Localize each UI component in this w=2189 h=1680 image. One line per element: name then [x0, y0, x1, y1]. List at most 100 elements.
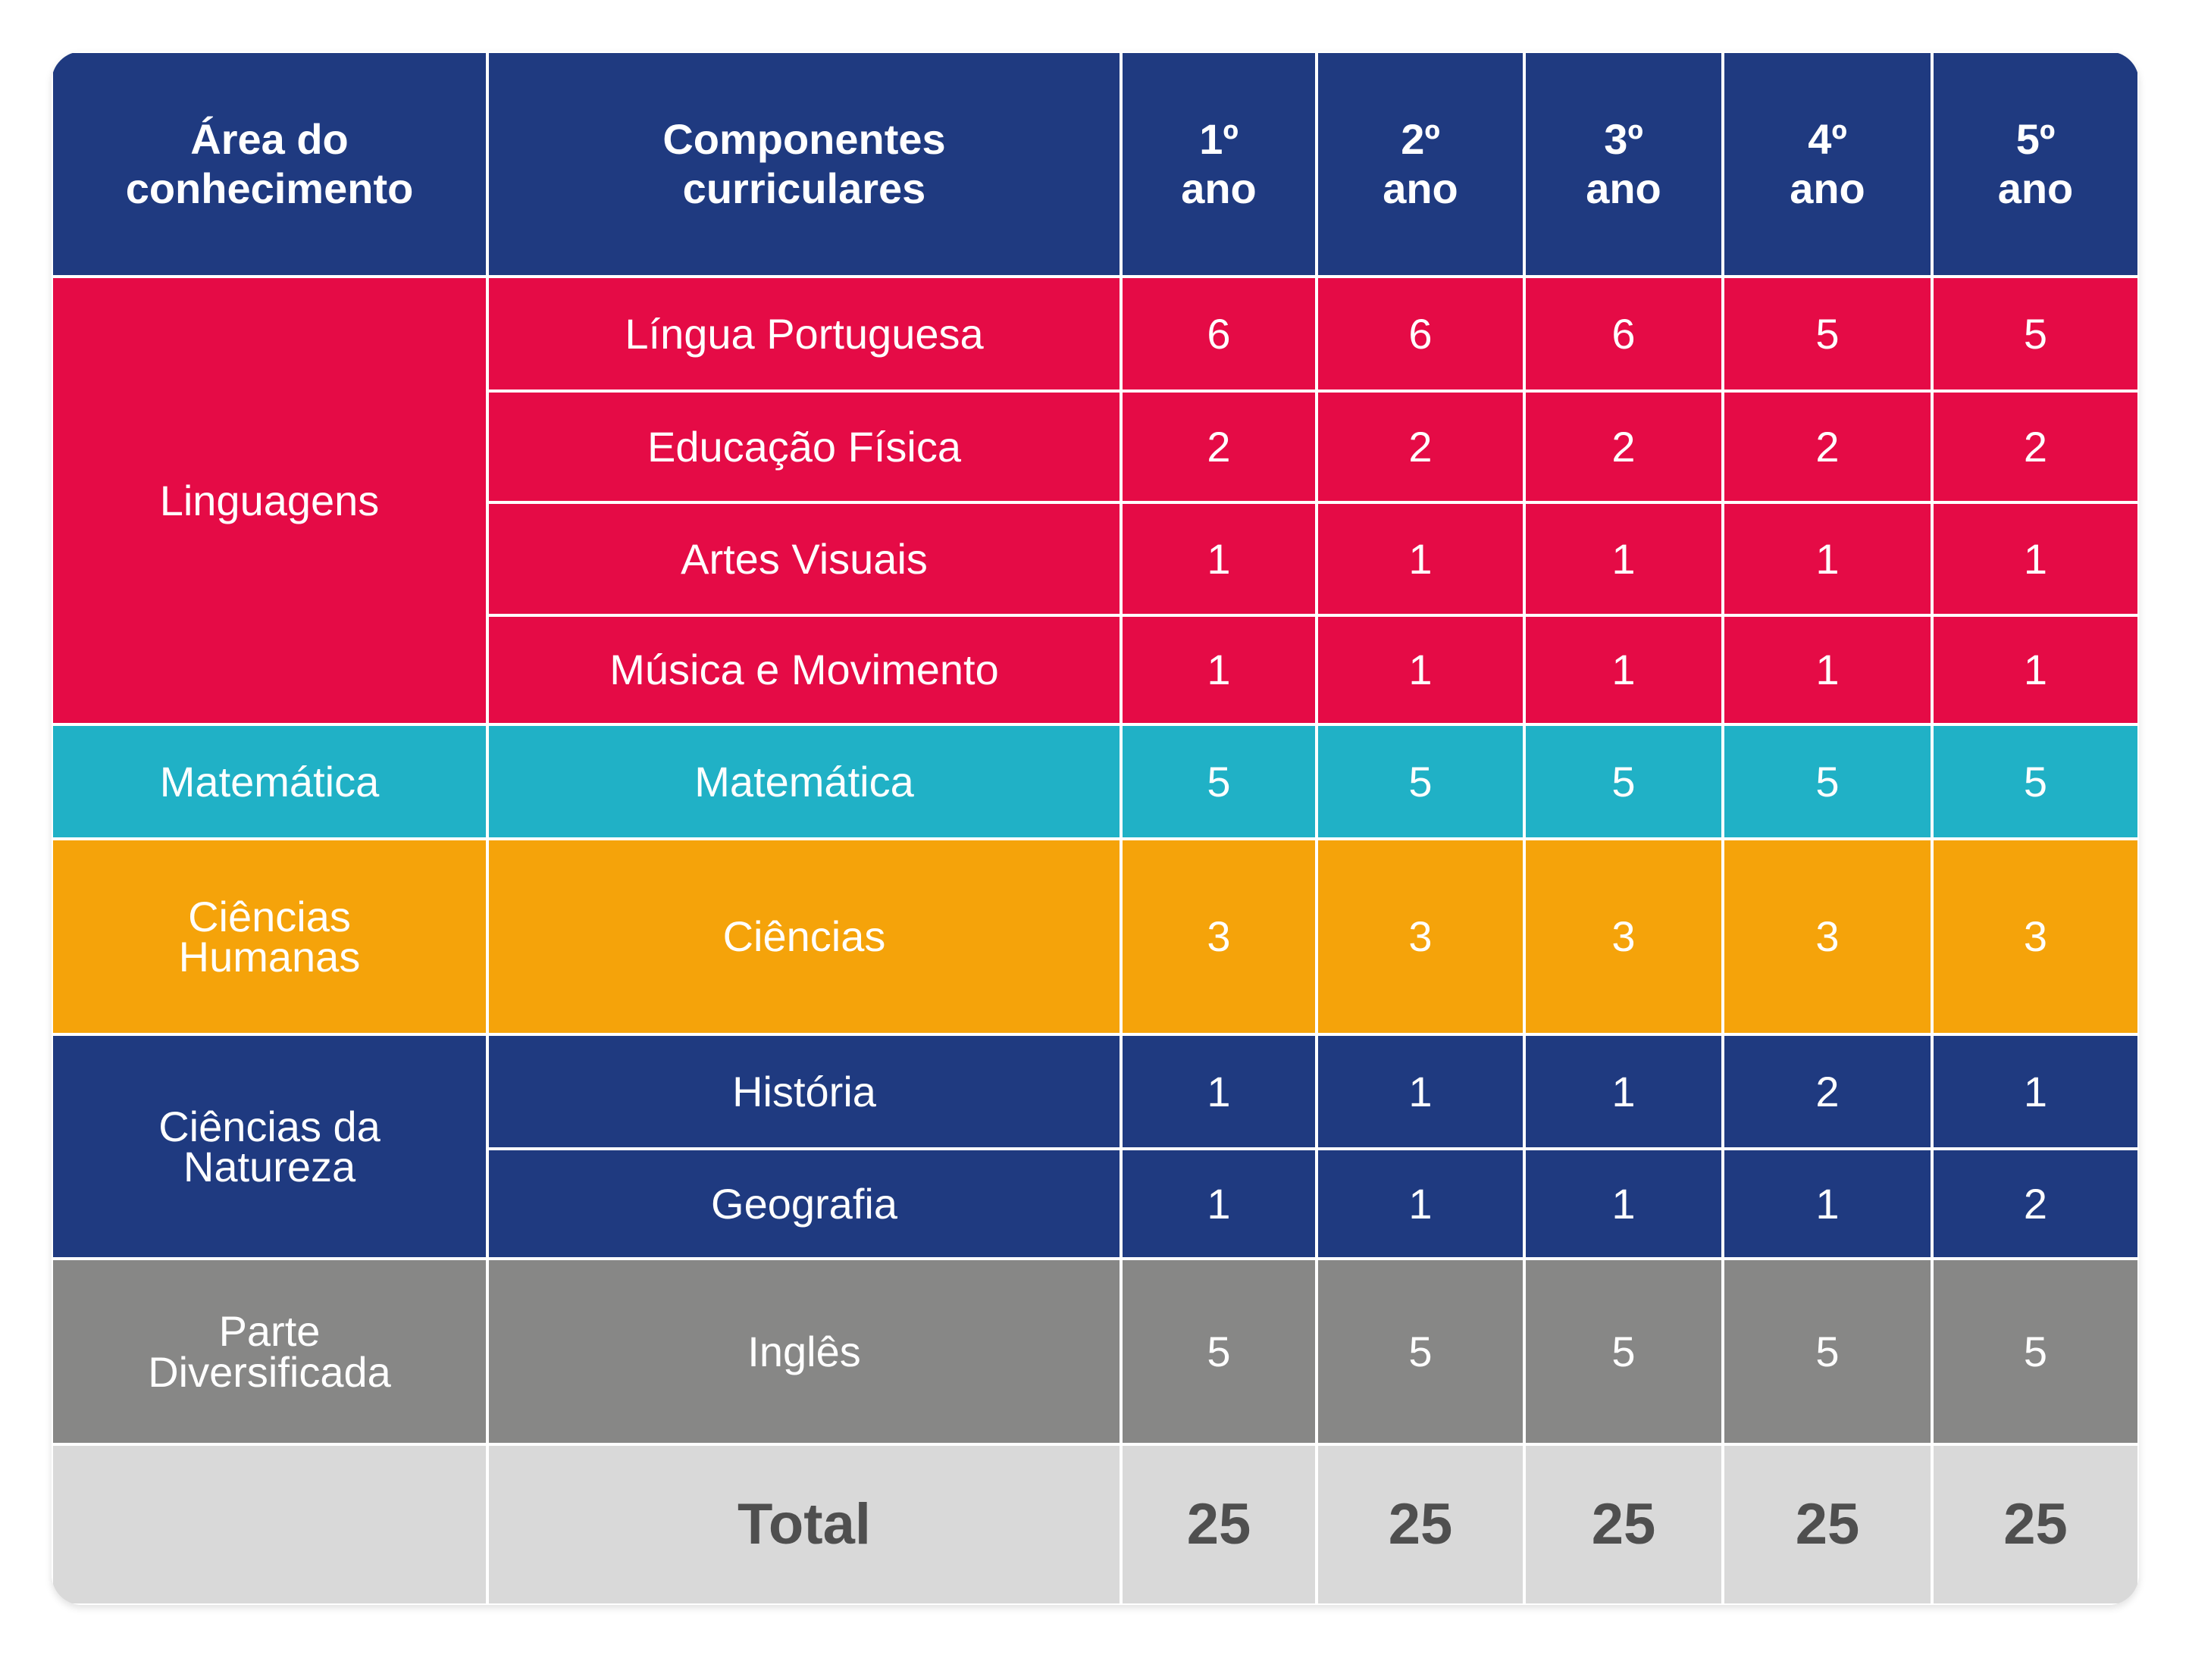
hours-cell-text: 5	[2023, 1327, 2048, 1375]
hours-cell-text: 1	[1611, 1067, 1636, 1115]
area-cell-text: Matemática	[159, 757, 380, 806]
hours-cell: 5	[1318, 726, 1523, 837]
component-cell: Artes Visuais	[489, 504, 1120, 614]
hours-cell: 2	[1318, 393, 1523, 501]
component-cell-text: Geografia	[711, 1179, 897, 1228]
hours-cell-text: 1	[1207, 1179, 1231, 1228]
header-cell-text: Componentes curriculares	[662, 115, 946, 212]
header-cell: Área do conhecimento	[53, 53, 486, 275]
header-cell: 3º ano	[1526, 53, 1721, 275]
hours-cell: 2	[1724, 1036, 1931, 1147]
hours-cell-text: 2	[1207, 422, 1231, 471]
hours-cell: 5	[1724, 1260, 1931, 1443]
hours-cell-text: 2	[1408, 422, 1433, 471]
total-value-text: 25	[1591, 1492, 1656, 1556]
header-cell-text: 2º ano	[1383, 115, 1458, 212]
hours-cell: 5	[1934, 278, 2137, 389]
hours-cell: 5	[1724, 278, 1931, 389]
total-value: 25	[1318, 1446, 1523, 1603]
hours-cell: 1	[1934, 1036, 2137, 1147]
hours-cell-text: 5	[1611, 1327, 1636, 1375]
component-cell-text: Ciências	[722, 912, 886, 960]
component-cell-text: Matemática	[694, 757, 914, 806]
hours-cell-text: 5	[1815, 1327, 1840, 1375]
hours-cell: 3	[1724, 840, 1931, 1033]
hours-cell-text: 2	[1815, 422, 1840, 471]
total-label-text: Total	[737, 1492, 871, 1556]
hours-cell-text: 3	[2023, 912, 2048, 960]
hours-cell-text: 5	[2023, 757, 2048, 806]
header-cell: 4º ano	[1724, 53, 1931, 275]
hours-cell-text: 6	[1611, 309, 1636, 358]
hours-cell-text: 6	[1207, 309, 1231, 358]
hours-cell: 3	[1934, 840, 2137, 1033]
component-cell-text: Inglês	[747, 1327, 861, 1375]
header-cell: Componentes curriculares	[489, 53, 1120, 275]
area-cell-text: Parte Diversificada	[148, 1307, 391, 1396]
hours-cell-text: 5	[1207, 757, 1231, 806]
hours-cell: 1	[1318, 617, 1523, 723]
hours-cell: 1	[1934, 504, 2137, 614]
total-value-text: 25	[1388, 1492, 1453, 1556]
component-cell: Geografia	[489, 1150, 1120, 1257]
hours-cell-text: 1	[1815, 534, 1840, 583]
header-cell: 1º ano	[1123, 53, 1315, 275]
area-cell-text: Ciências da Natureza	[158, 1102, 380, 1190]
hours-cell: 6	[1318, 278, 1523, 389]
component-cell: Matemática	[489, 726, 1120, 837]
header-cell-text: 4º ano	[1790, 115, 1865, 212]
hours-cell-text: 2	[2023, 422, 2048, 471]
hours-cell: 2	[1934, 1150, 2137, 1257]
hours-cell-text: 1	[1408, 1179, 1433, 1228]
hours-cell-text: 5	[1207, 1327, 1231, 1375]
hours-cell: 1	[1934, 617, 2137, 723]
header-cell: 5º ano	[1934, 53, 2137, 275]
hours-cell-text: 2	[1815, 1067, 1840, 1115]
hours-cell: 1	[1526, 1036, 1721, 1147]
header-cell-text: 3º ano	[1586, 115, 1661, 212]
total-value-text: 25	[2003, 1492, 2068, 1556]
hours-cell: 1	[1123, 1150, 1315, 1257]
hours-cell-text: 1	[1408, 534, 1433, 583]
hours-cell: 1	[1318, 504, 1523, 614]
hours-cell-text: 1	[1611, 646, 1636, 693]
component-cell: Ciências	[489, 840, 1120, 1033]
total-value: 25	[1934, 1446, 2137, 1603]
hours-cell: 5	[1724, 726, 1931, 837]
area-cell-text: Ciências Humanas	[178, 892, 361, 981]
hours-cell: 1	[1123, 617, 1315, 723]
header-cell: 2º ano	[1318, 53, 1523, 275]
hours-cell: 5	[1318, 1260, 1523, 1443]
total-empty-cell	[53, 1446, 486, 1603]
hours-cell-text: 5	[1815, 757, 1840, 806]
area-cell: Ciências da Natureza	[53, 1036, 486, 1257]
component-cell: Educação Física	[489, 393, 1120, 501]
area-cell: Parte Diversificada	[53, 1260, 486, 1443]
hours-cell: 5	[1123, 726, 1315, 837]
component-cell-text: Educação Física	[647, 422, 961, 471]
hours-cell-text: 1	[1815, 646, 1840, 693]
hours-cell-text: 2	[1611, 422, 1636, 471]
hours-cell: 1	[1318, 1036, 1523, 1147]
component-cell-text: Língua Portuguesa	[625, 309, 984, 358]
header-cell-text: 1º ano	[1181, 115, 1257, 212]
area-cell: Matemática	[53, 726, 486, 837]
hours-cell-text: 3	[1815, 912, 1840, 960]
hours-cell-text: 1	[2023, 646, 2048, 693]
hours-cell-text: 2	[2023, 1179, 2048, 1228]
total-value: 25	[1724, 1446, 1931, 1603]
component-cell: Língua Portuguesa	[489, 278, 1120, 389]
hours-cell-text: 1	[2023, 1067, 2048, 1115]
table: Área do conhecimento Componentes curricul…	[52, 52, 2139, 1605]
hours-cell: 5	[1123, 1260, 1315, 1443]
hours-cell: 1	[1724, 1150, 1931, 1257]
total-value: 25	[1526, 1446, 1721, 1603]
hours-cell-text: 1	[1815, 1179, 1840, 1228]
hours-cell: 2	[1724, 393, 1931, 501]
hours-cell-text: 5	[2023, 309, 2048, 358]
hours-cell-text: 6	[1408, 309, 1433, 358]
total-value-text: 25	[1795, 1492, 1860, 1556]
hours-cell: 1	[1526, 617, 1721, 723]
total-value-text: 25	[1186, 1492, 1251, 1556]
